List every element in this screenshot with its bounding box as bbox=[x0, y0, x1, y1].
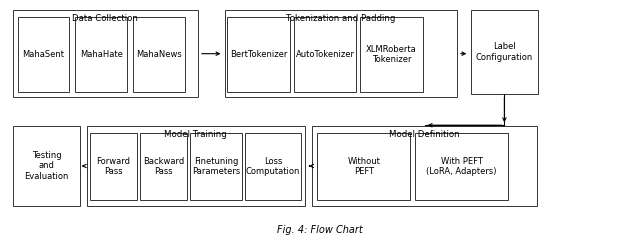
Text: Backward
Pass: Backward Pass bbox=[143, 157, 184, 176]
Bar bbox=[312, 126, 537, 206]
Text: Finetuning
Parameters: Finetuning Parameters bbox=[192, 157, 240, 176]
Bar bbox=[140, 133, 187, 200]
Text: Fig. 4: Flow Chart: Fig. 4: Flow Chart bbox=[277, 225, 363, 235]
Bar bbox=[360, 17, 423, 92]
Text: Model Definition: Model Definition bbox=[389, 130, 460, 139]
Bar bbox=[13, 126, 81, 206]
Text: With PEFT
(LoRA, Adapters): With PEFT (LoRA, Adapters) bbox=[426, 157, 497, 176]
Bar bbox=[13, 10, 198, 97]
Text: Forward
Pass: Forward Pass bbox=[97, 157, 131, 176]
Bar bbox=[227, 17, 290, 92]
Text: Data Collection: Data Collection bbox=[72, 14, 138, 24]
Bar bbox=[294, 17, 356, 92]
Bar bbox=[415, 133, 508, 200]
Bar bbox=[90, 133, 137, 200]
Text: Loss
Computation: Loss Computation bbox=[246, 157, 300, 176]
Bar bbox=[190, 133, 242, 200]
Text: Without
PEFT: Without PEFT bbox=[348, 157, 380, 176]
Text: Label
Configuration: Label Configuration bbox=[476, 42, 533, 62]
Text: Model Training: Model Training bbox=[164, 130, 227, 139]
Text: Tokenization and Padding: Tokenization and Padding bbox=[286, 14, 396, 24]
Text: Testing
and
Evaluation: Testing and Evaluation bbox=[24, 151, 68, 181]
Text: AutoTokenizer: AutoTokenizer bbox=[296, 50, 355, 59]
Bar bbox=[470, 10, 538, 94]
Bar bbox=[76, 17, 127, 92]
Bar bbox=[86, 126, 305, 206]
Bar bbox=[133, 17, 184, 92]
Bar bbox=[317, 133, 410, 200]
Text: MahaHate: MahaHate bbox=[79, 50, 122, 59]
Bar bbox=[18, 17, 69, 92]
Text: MahaSent: MahaSent bbox=[22, 50, 65, 59]
Bar bbox=[225, 10, 457, 97]
Text: MahaNews: MahaNews bbox=[136, 50, 182, 59]
Text: BertTokenizer: BertTokenizer bbox=[230, 50, 287, 59]
Bar bbox=[244, 133, 301, 200]
Text: XLMRoberta
Tokenizer: XLMRoberta Tokenizer bbox=[366, 45, 417, 64]
